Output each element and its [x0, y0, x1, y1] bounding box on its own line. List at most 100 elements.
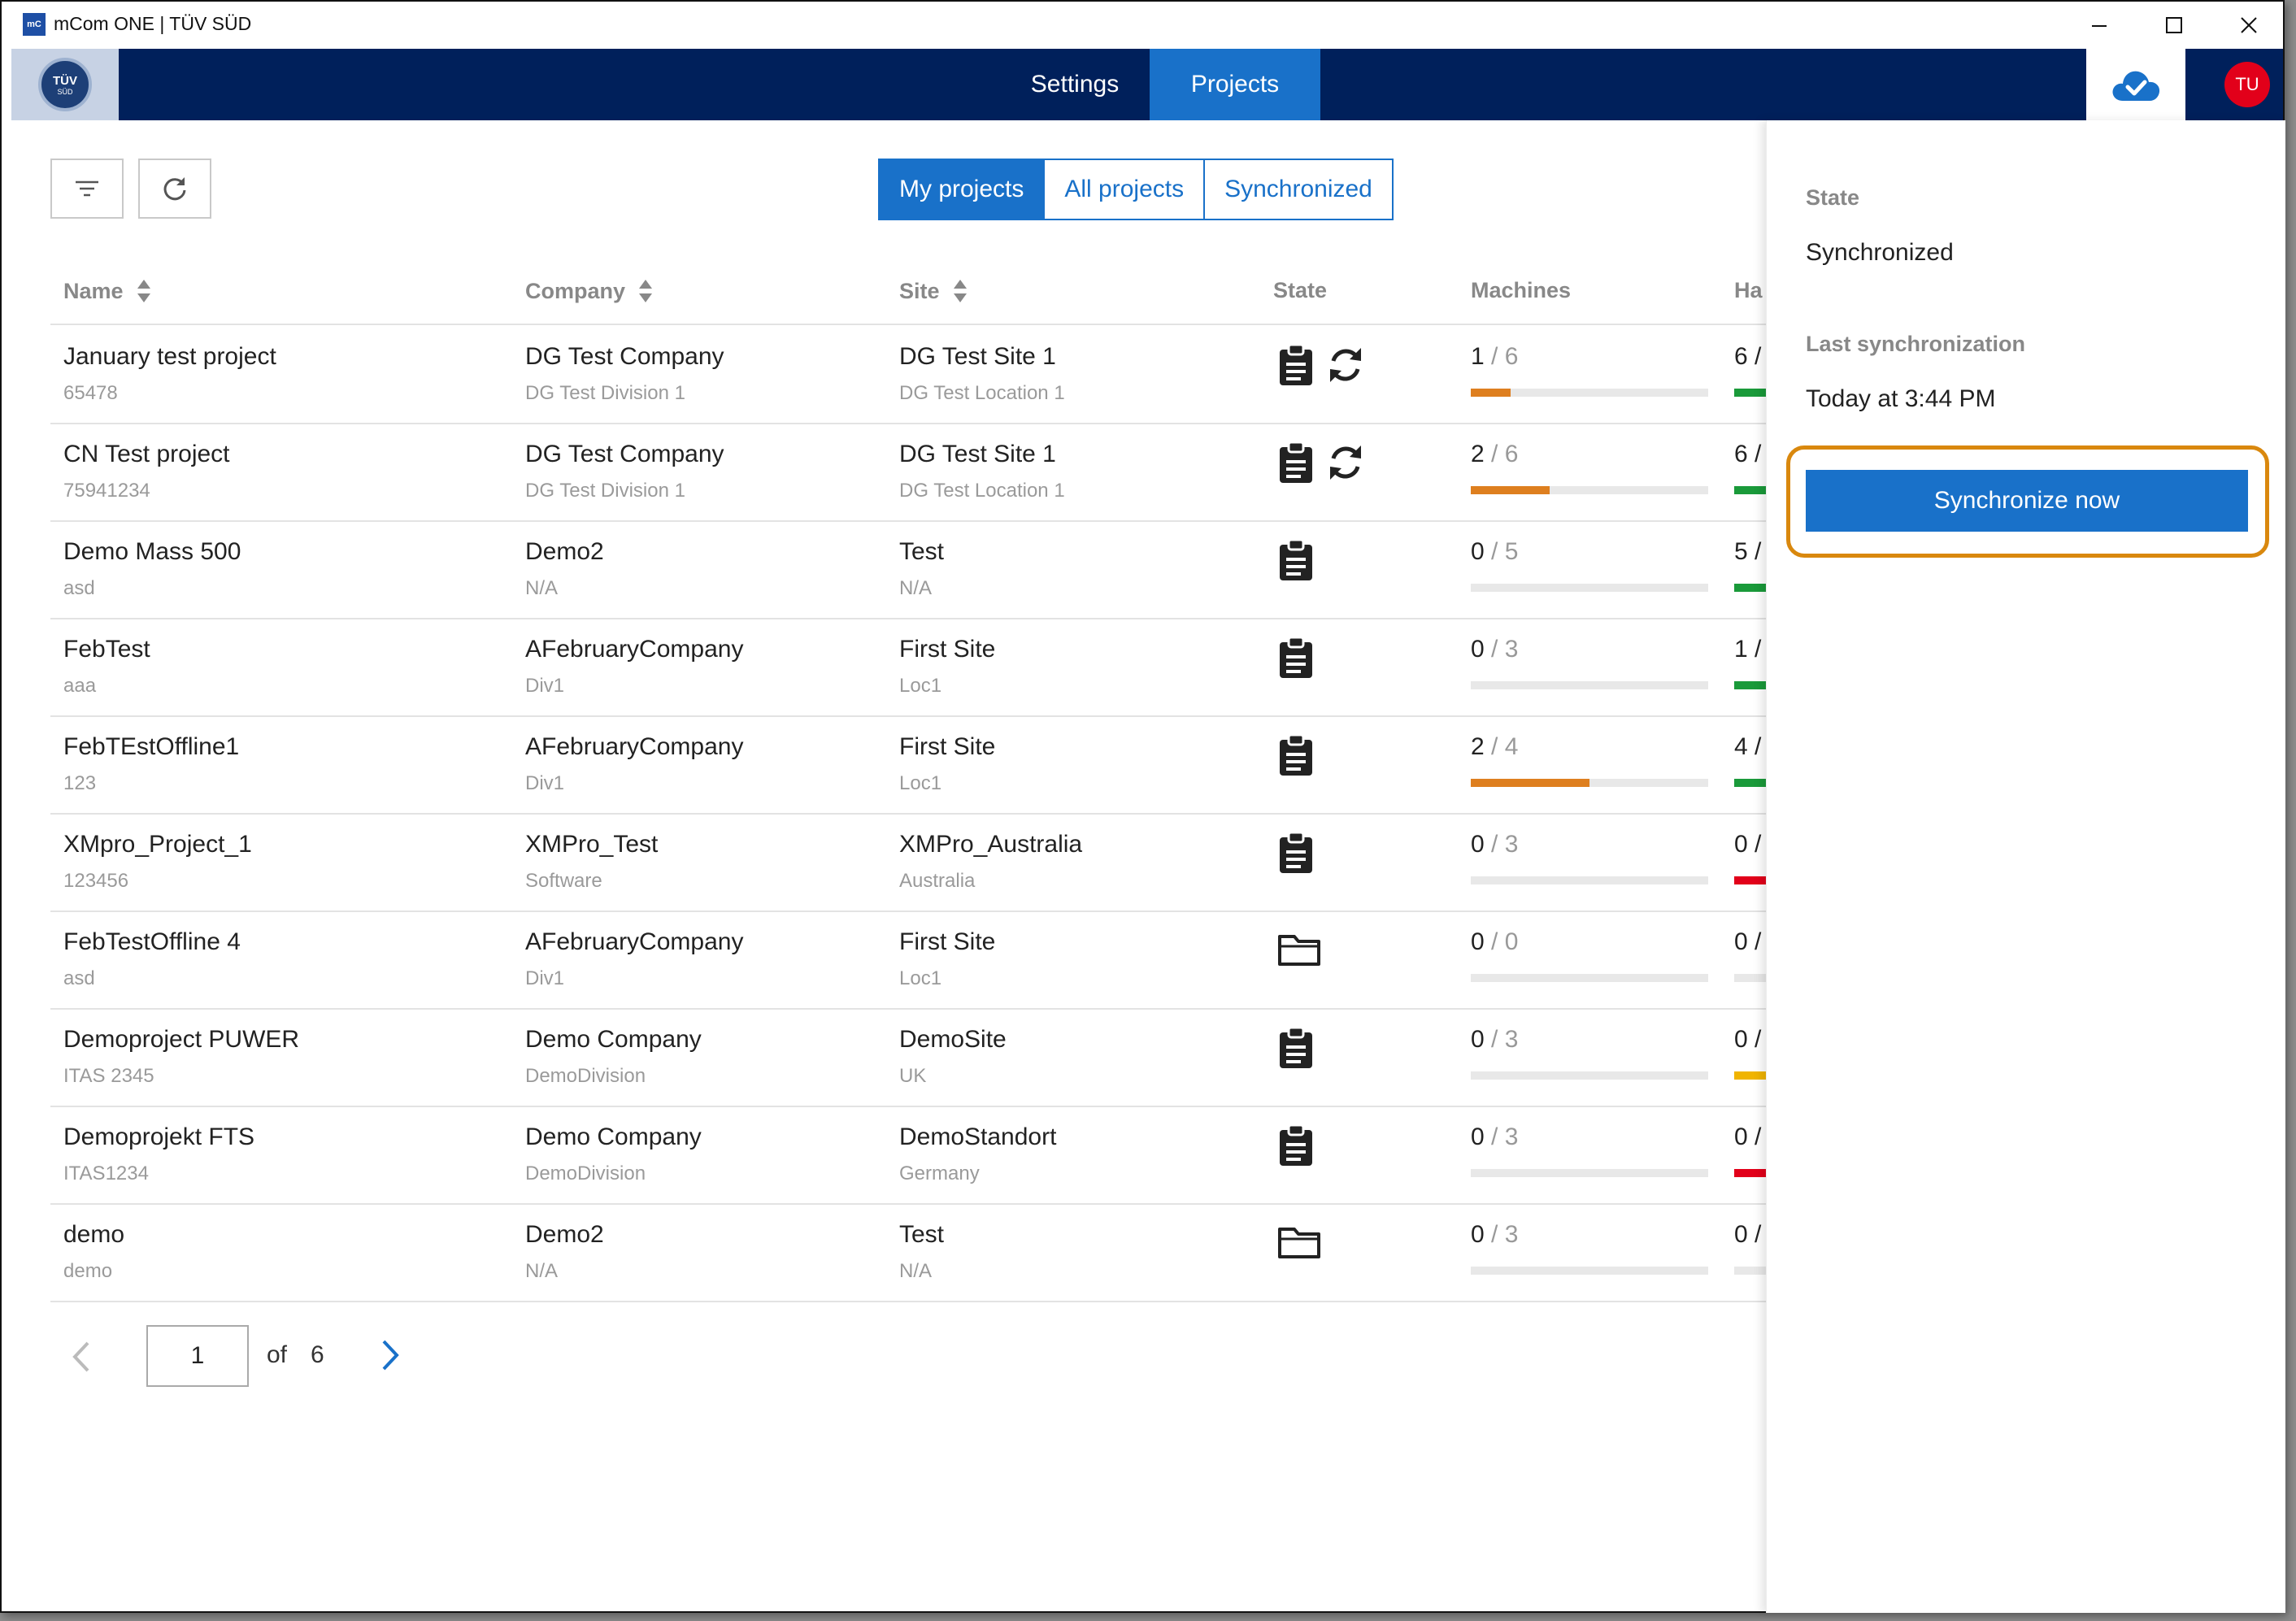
state-icons [1276, 733, 1315, 777]
machines-progress-fill [1471, 779, 1589, 787]
hazards-progress-bar [1734, 974, 1766, 982]
machines-total: 3 [1504, 831, 1519, 858]
synchronize-now-button[interactable]: Synchronize now [1806, 470, 2248, 532]
maximize-button[interactable] [2150, 8, 2198, 42]
machines-done: 0 [1471, 831, 1485, 858]
hazards-done: 0 [1734, 1026, 1748, 1053]
project-name: FebTest [63, 636, 150, 663]
machines-count: 0 / 5 [1471, 538, 1518, 566]
company-name: XMPro_Test [525, 831, 659, 858]
column-header-site[interactable]: Site [899, 278, 968, 304]
column-header-name[interactable]: Name [63, 278, 151, 304]
machines-done: 0 [1471, 538, 1485, 565]
table-row[interactable]: XMpro_Project_1 123456 XMPro_Test Software X… [50, 813, 1766, 912]
sync-status-button[interactable] [2086, 49, 2185, 120]
table-row[interactable]: FebTEstOffline1 123 AFebruaryCompany Div1 Fi… [50, 715, 1766, 815]
table-row[interactable]: Demoproject PUWER ITAS 2345 Demo Company De… [50, 1008, 1766, 1107]
site-name: First Site [899, 636, 996, 663]
site-name: DG Test Site 1 [899, 441, 1056, 467]
column-header-label: Site [899, 278, 940, 303]
sync-state-label: State [1806, 185, 1860, 210]
machines-progress-bar [1471, 681, 1708, 689]
projects-table: Name Company Site State Machines Ha Janu… [50, 262, 1766, 1302]
hazards-done: 1 [1734, 636, 1748, 663]
machines-progress-bar [1471, 779, 1708, 787]
division-name: Software [525, 870, 602, 892]
clipboard-icon [1280, 441, 1312, 483]
clipboard-icon [1280, 538, 1312, 580]
hazards-count: 0 / [1734, 1221, 1761, 1249]
column-header-label: State [1273, 278, 1328, 302]
table-row[interactable]: January test project 65478 DG Test Company… [50, 325, 1766, 424]
tab-projects[interactable]: Projects [1150, 49, 1320, 120]
refresh-button[interactable] [138, 159, 211, 219]
division-name: DemoDivision [525, 1163, 646, 1184]
machines-separator: / [1484, 1026, 1505, 1053]
machines-total: 3 [1504, 1123, 1519, 1150]
last-sync-label: Last synchronization [1806, 332, 2026, 356]
hazards-separator: / [1747, 831, 1762, 858]
segment-my-projects[interactable]: My projects [880, 160, 1046, 219]
machines-count: 1 / 6 [1471, 343, 1518, 371]
machines-separator: / [1484, 1221, 1505, 1248]
table-row[interactable]: FebTestOffline 4 asd AFebruaryCompany Div1 F… [50, 910, 1766, 1010]
user-avatar[interactable]: TU [2224, 62, 2270, 107]
machines-separator: / [1484, 928, 1505, 955]
hazards-done: 4 [1734, 733, 1748, 760]
state-icons [1276, 636, 1315, 680]
logo-text: TÜV [53, 73, 77, 88]
pagination-of-label: of [267, 1341, 288, 1368]
tab-settings[interactable]: Settings [1030, 71, 1120, 98]
machines-done: 1 [1471, 343, 1485, 370]
table-row[interactable]: Demoprojekt FTS ITAS1234 Demo Company DemoD… [50, 1106, 1766, 1205]
machines-count: 2 / 4 [1471, 733, 1518, 761]
machines-separator: / [1484, 733, 1505, 760]
division-name: DemoDivision [525, 1065, 646, 1087]
hazards-done: 6 [1734, 343, 1748, 370]
tuv-logo: TÜV SÜD [38, 58, 92, 111]
machines-separator: / [1484, 636, 1505, 663]
sort-icon [137, 280, 150, 302]
segment-synchronized[interactable]: Synchronized [1205, 160, 1392, 219]
hazards-done: 0 [1734, 1221, 1748, 1248]
highlight-frame [1786, 445, 2269, 558]
hazards-count: 0 / [1734, 831, 1761, 858]
hazards-progress-bar [1734, 1169, 1766, 1177]
column-header-company[interactable]: Company [525, 278, 653, 304]
hazards-count: 0 / [1734, 1123, 1761, 1151]
segment-all-projects[interactable]: All projects [1045, 160, 1206, 219]
state-icons [1276, 441, 1366, 485]
clipboard-icon [1280, 343, 1312, 385]
location-name: Loc1 [899, 967, 942, 989]
hazards-separator: / [1747, 733, 1762, 760]
company-name: DG Test Company [525, 441, 724, 467]
minimize-button[interactable] [2075, 8, 2124, 42]
chevron-left-icon[interactable] [65, 1336, 98, 1377]
sort-icon [953, 280, 967, 302]
header-divider [50, 324, 1766, 325]
table-row[interactable]: CN Test project 75941234 DG Test Company DG… [50, 423, 1766, 522]
sync-panel: State Synchronized Last synchronization … [1766, 120, 2285, 1613]
hazards-progress-bar [1734, 1267, 1766, 1275]
state-icons [1276, 1221, 1322, 1262]
site-name: DemoSite [899, 1026, 1007, 1053]
site-name: Test [899, 538, 945, 565]
clipboard-icon [1280, 1123, 1312, 1166]
site-name: DG Test Site 1 [899, 343, 1056, 370]
project-name: FebTEstOffline1 [63, 733, 240, 760]
close-button[interactable] [2224, 8, 2273, 42]
hazards-progress-bar [1734, 876, 1766, 884]
hazards-done: 0 [1734, 928, 1748, 955]
filter-button[interactable] [50, 159, 124, 219]
page-number-input[interactable] [146, 1325, 249, 1387]
table-row[interactable]: FebTest aaa AFebruaryCompany Div1 First Site… [50, 618, 1766, 717]
machines-count: 0 / 0 [1471, 928, 1518, 956]
machines-separator: / [1484, 1123, 1505, 1150]
cloud-check-icon [2112, 71, 2160, 101]
state-icons [1276, 831, 1315, 875]
hazards-progress-bar [1734, 584, 1766, 592]
chevron-right-icon[interactable] [374, 1335, 407, 1375]
project-number: 65478 [63, 382, 118, 404]
